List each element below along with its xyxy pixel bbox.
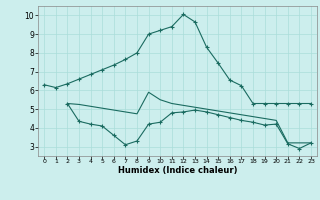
X-axis label: Humidex (Indice chaleur): Humidex (Indice chaleur) [118,166,237,175]
